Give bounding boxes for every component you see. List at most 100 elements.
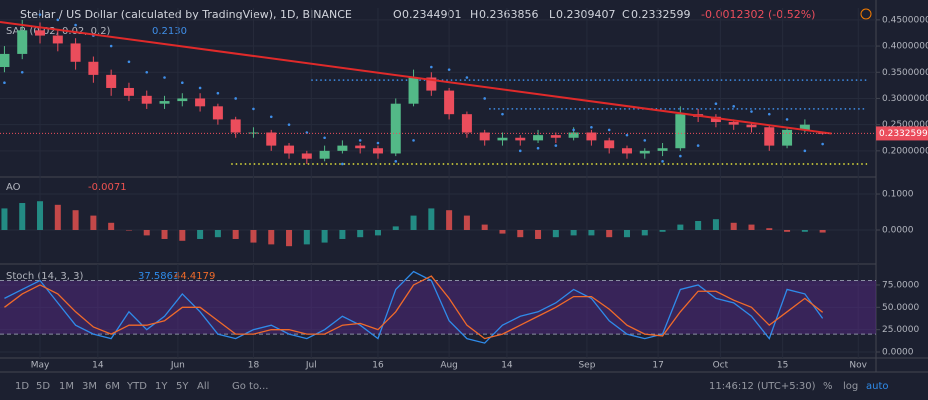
ao-bar: [446, 210, 453, 230]
ao-bar: [72, 210, 79, 230]
sar-dot: [394, 160, 398, 163]
indicator-name: Stoch (14, 3, 3): [6, 271, 83, 282]
candle-body: [319, 150, 330, 159]
candle-body: [301, 153, 312, 159]
candle-body: [799, 124, 810, 130]
sar-dot: [109, 44, 113, 48]
range-button[interactable]: 5Y: [176, 381, 189, 392]
range-button[interactable]: YTD: [126, 381, 147, 392]
y-tick-label: 0.0000: [882, 348, 914, 358]
sar-dot: [483, 97, 486, 100]
ao-bar: [357, 229, 364, 238]
candle-body: [586, 132, 597, 141]
goto-button[interactable]: Go to...: [232, 381, 268, 392]
x-tick-label: Jun: [170, 361, 185, 371]
range-button[interactable]: 1D: [15, 381, 29, 392]
ao-bar: [463, 215, 470, 230]
range-button[interactable]: All: [197, 381, 209, 392]
x-tick-label: 15: [777, 361, 788, 371]
alert-icon[interactable]: [860, 8, 872, 20]
range-button[interactable]: 6M: [105, 381, 120, 392]
ohlc-label: H: [470, 8, 478, 21]
ohlc-label: O: [393, 8, 402, 21]
ao-bar: [286, 229, 293, 247]
candle-body: [479, 132, 490, 141]
sar-dot: [590, 125, 593, 129]
ao-bar: [19, 203, 26, 230]
candle-body: [533, 135, 544, 141]
ao-bar: [179, 229, 186, 241]
candle-body: [141, 95, 152, 104]
ao-bar: [695, 221, 702, 230]
ohlc-value: 0.2332599: [631, 8, 691, 21]
range-button[interactable]: 1Y: [155, 381, 168, 392]
stoch-line: [4, 270, 824, 344]
ao-bar: [499, 229, 506, 234]
sar-dot: [198, 86, 202, 90]
ao-bar: [517, 229, 524, 238]
ao-bar: [588, 229, 595, 236]
x-tick-label: 14: [92, 361, 104, 371]
sar-dot: [412, 139, 415, 142]
candle-body: [604, 140, 615, 149]
ao-bar: [712, 219, 719, 230]
ohlc-label: L: [549, 8, 556, 21]
candle-body: [212, 106, 223, 120]
y-tick-label: 0.2000000: [882, 146, 928, 156]
ao-bar: [552, 229, 559, 238]
x-tick-label: 18: [248, 361, 260, 371]
ao-bar: [37, 201, 44, 230]
ao-bar: [641, 229, 648, 236]
ao-bar: [125, 229, 132, 231]
percent-toggle[interactable]: %: [823, 381, 833, 392]
ao-bar: [54, 204, 61, 230]
ao-bar: [161, 229, 168, 239]
ao-bar: [570, 229, 577, 236]
candle-body: [284, 145, 295, 154]
ao-bar: [819, 229, 826, 233]
candle-body: [461, 114, 472, 133]
candle-body: [497, 137, 508, 141]
sar-dot: [234, 97, 237, 100]
sar-dot: [252, 107, 255, 111]
ao-bar: [410, 215, 417, 230]
y-tick-label: 0.2500000: [882, 120, 928, 130]
sar-dot: [145, 70, 149, 74]
range-button[interactable]: 1M: [59, 381, 74, 392]
candle-body: [764, 127, 775, 146]
candle-body: [782, 129, 793, 146]
sar-dot: [661, 160, 664, 163]
y-tick-label: 75.0000: [882, 280, 919, 290]
sar-dot: [625, 133, 629, 137]
candle-body: [106, 74, 117, 88]
ao-bar: [606, 229, 613, 238]
sar-dot: [127, 60, 131, 64]
sar-dot: [430, 65, 433, 69]
candle-body: [515, 137, 526, 141]
log-toggle[interactable]: log: [843, 381, 858, 392]
last-price-tag: [876, 126, 928, 141]
ao-bar: [339, 229, 346, 239]
ao-bar: [143, 229, 150, 236]
candle-body: [17, 30, 28, 54]
candle-body: [390, 103, 401, 154]
ao-bar: [232, 229, 239, 239]
ao-bar: [801, 229, 808, 232]
range-button[interactable]: 5D: [36, 381, 50, 392]
ao-bar: [268, 229, 275, 245]
range-button[interactable]: 3M: [82, 381, 97, 392]
sar-dot: [501, 112, 504, 116]
sar-dot: [3, 81, 6, 85]
ao-bar: [197, 229, 204, 239]
candle-body: [639, 150, 650, 154]
candle-body: [70, 43, 81, 62]
indicator-value: -0.0071: [88, 182, 127, 193]
ao-bar: [481, 224, 488, 230]
candle-body: [195, 98, 206, 107]
ohlc-value: 0.2363856: [479, 8, 539, 21]
auto-toggle[interactable]: auto: [866, 381, 889, 392]
candle-body: [266, 132, 277, 146]
sar-dot: [803, 149, 807, 153]
